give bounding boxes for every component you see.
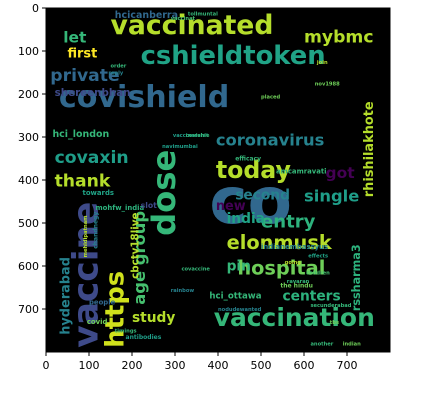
cloud-word: pin xyxy=(227,258,251,274)
cloud-word: study xyxy=(132,310,175,326)
cloud-word: tollmuntal xyxy=(188,12,218,18)
cloud-word: mehidipatnam xyxy=(83,215,89,257)
cloud-word: indianembassyus xyxy=(261,243,328,251)
cloud-word: slot xyxy=(141,201,158,210)
cloud-word: the hindu xyxy=(280,283,313,290)
cloud-word: navimumbai xyxy=(162,144,198,150)
cloud-word: new xyxy=(216,199,246,214)
cloud-word: tbs xyxy=(330,320,339,326)
y-tick-label: 600 xyxy=(18,260,39,273)
y-tick-label: 500 xyxy=(18,217,39,230)
cloud-word: cshieldtoken xyxy=(141,41,326,71)
cloud-word: reply xyxy=(108,71,123,77)
cloud-word: going xyxy=(285,260,302,266)
plot-background xyxy=(46,8,390,352)
cloud-word: hci_london xyxy=(52,129,109,140)
cloud-word: vaccination xyxy=(214,303,375,332)
cloud-word: hospital xyxy=(237,257,325,280)
cloud-word: today xyxy=(216,156,291,184)
cloud-word: mohfw_india xyxy=(95,204,144,212)
cloud-word: https xyxy=(100,271,130,348)
cloud-word: elonmusk xyxy=(227,231,333,254)
cloud-word: rainbow xyxy=(171,288,195,294)
cloud-word: another xyxy=(310,342,333,348)
cloud-word: children xyxy=(306,271,330,277)
y-tick-label: 700 xyxy=(18,303,39,316)
y-tick-label: 100 xyxy=(18,45,39,58)
cloud-word: got xyxy=(326,164,356,182)
cloud-word: nov1988 xyxy=(315,81,340,87)
cloud-word: ravaran xyxy=(287,279,310,285)
cloud-word: covaxin xyxy=(55,148,129,168)
cloud-word: coronavirus xyxy=(216,131,324,150)
x-tick-label: 700 xyxy=(337,359,358,372)
cloud-word: covid xyxy=(87,318,108,326)
cloud-word: entry xyxy=(261,211,316,232)
cloud-word: vaccine xyxy=(67,202,107,348)
x-tick-label: 300 xyxy=(165,359,186,372)
cloud-word: let xyxy=(63,28,87,46)
y-tick-label: 300 xyxy=(18,131,39,144)
cloud-word: hci_ottawa xyxy=(209,291,261,301)
cloud-word: nodudewanted xyxy=(218,307,262,313)
cloud-word: first xyxy=(68,46,98,61)
y-axis: 0 100 200 300 400 500 600 700 xyxy=(18,2,46,316)
x-tick-label: 200 xyxy=(122,359,143,372)
cloud-word: hcicanberra xyxy=(115,10,178,21)
cloud-word: mybmc xyxy=(304,27,374,47)
cloud-word: dose xyxy=(145,150,183,236)
cloud-word: centers xyxy=(283,288,341,304)
cloud-word: indian xyxy=(343,342,361,348)
cloud-word: co xyxy=(209,164,292,239)
cloud-word: hyderabad xyxy=(59,257,74,335)
cloud-word: vaccinated xyxy=(111,10,274,41)
cloud-word: covishield xyxy=(59,80,229,115)
x-tick-label: 600 xyxy=(294,359,315,372)
cloud-word: india xyxy=(227,211,265,227)
y-tick-label: 200 xyxy=(18,88,39,101)
x-tick-label: 400 xyxy=(208,359,229,372)
cloud-word: placed xyxy=(261,94,280,100)
x-tick-label: 100 xyxy=(79,359,100,372)
x-tick-label: 0 xyxy=(43,359,50,372)
cloud-word: effects xyxy=(308,253,328,259)
cloud-word: amcamravati xyxy=(276,168,326,176)
cloud-word: vaccinat xyxy=(171,16,196,22)
cloud-word: shereenbhan xyxy=(55,87,131,99)
cloud-word: second xyxy=(235,187,290,203)
cloud-word: join xyxy=(316,60,328,66)
cloud-word: covishie xyxy=(186,133,210,139)
cloud-word: age group xyxy=(130,211,149,305)
cloud-word: cbctv18live xyxy=(129,212,141,278)
cloud-word: rhishilakhote xyxy=(362,101,377,197)
cloud-word: people xyxy=(89,299,116,307)
y-tick-label: 0 xyxy=(32,2,39,15)
cloud-word: single xyxy=(304,187,359,206)
cloud-word: private xyxy=(50,66,119,86)
cloud-word: timings xyxy=(115,329,137,335)
cloud-word: secunderabad xyxy=(310,303,351,309)
cloud-word: antibodies xyxy=(126,334,162,341)
cloud-word: towards xyxy=(83,189,114,197)
cloud-word: vaccinerelat xyxy=(173,133,209,139)
cloud-word: order xyxy=(111,63,127,69)
x-axis: 0 100 200 300 400 500 600 700 xyxy=(43,352,358,372)
cloud-word: chandnegy xyxy=(93,212,100,249)
x-tick-label: 500 xyxy=(251,359,272,372)
cloud-word: thank xyxy=(55,171,111,191)
cloud-word: efficacy xyxy=(235,156,261,163)
cloud-word: rssharma3 xyxy=(350,244,363,311)
cloud-word: covaccine xyxy=(181,266,210,272)
y-tick-label: 400 xyxy=(18,174,39,187)
